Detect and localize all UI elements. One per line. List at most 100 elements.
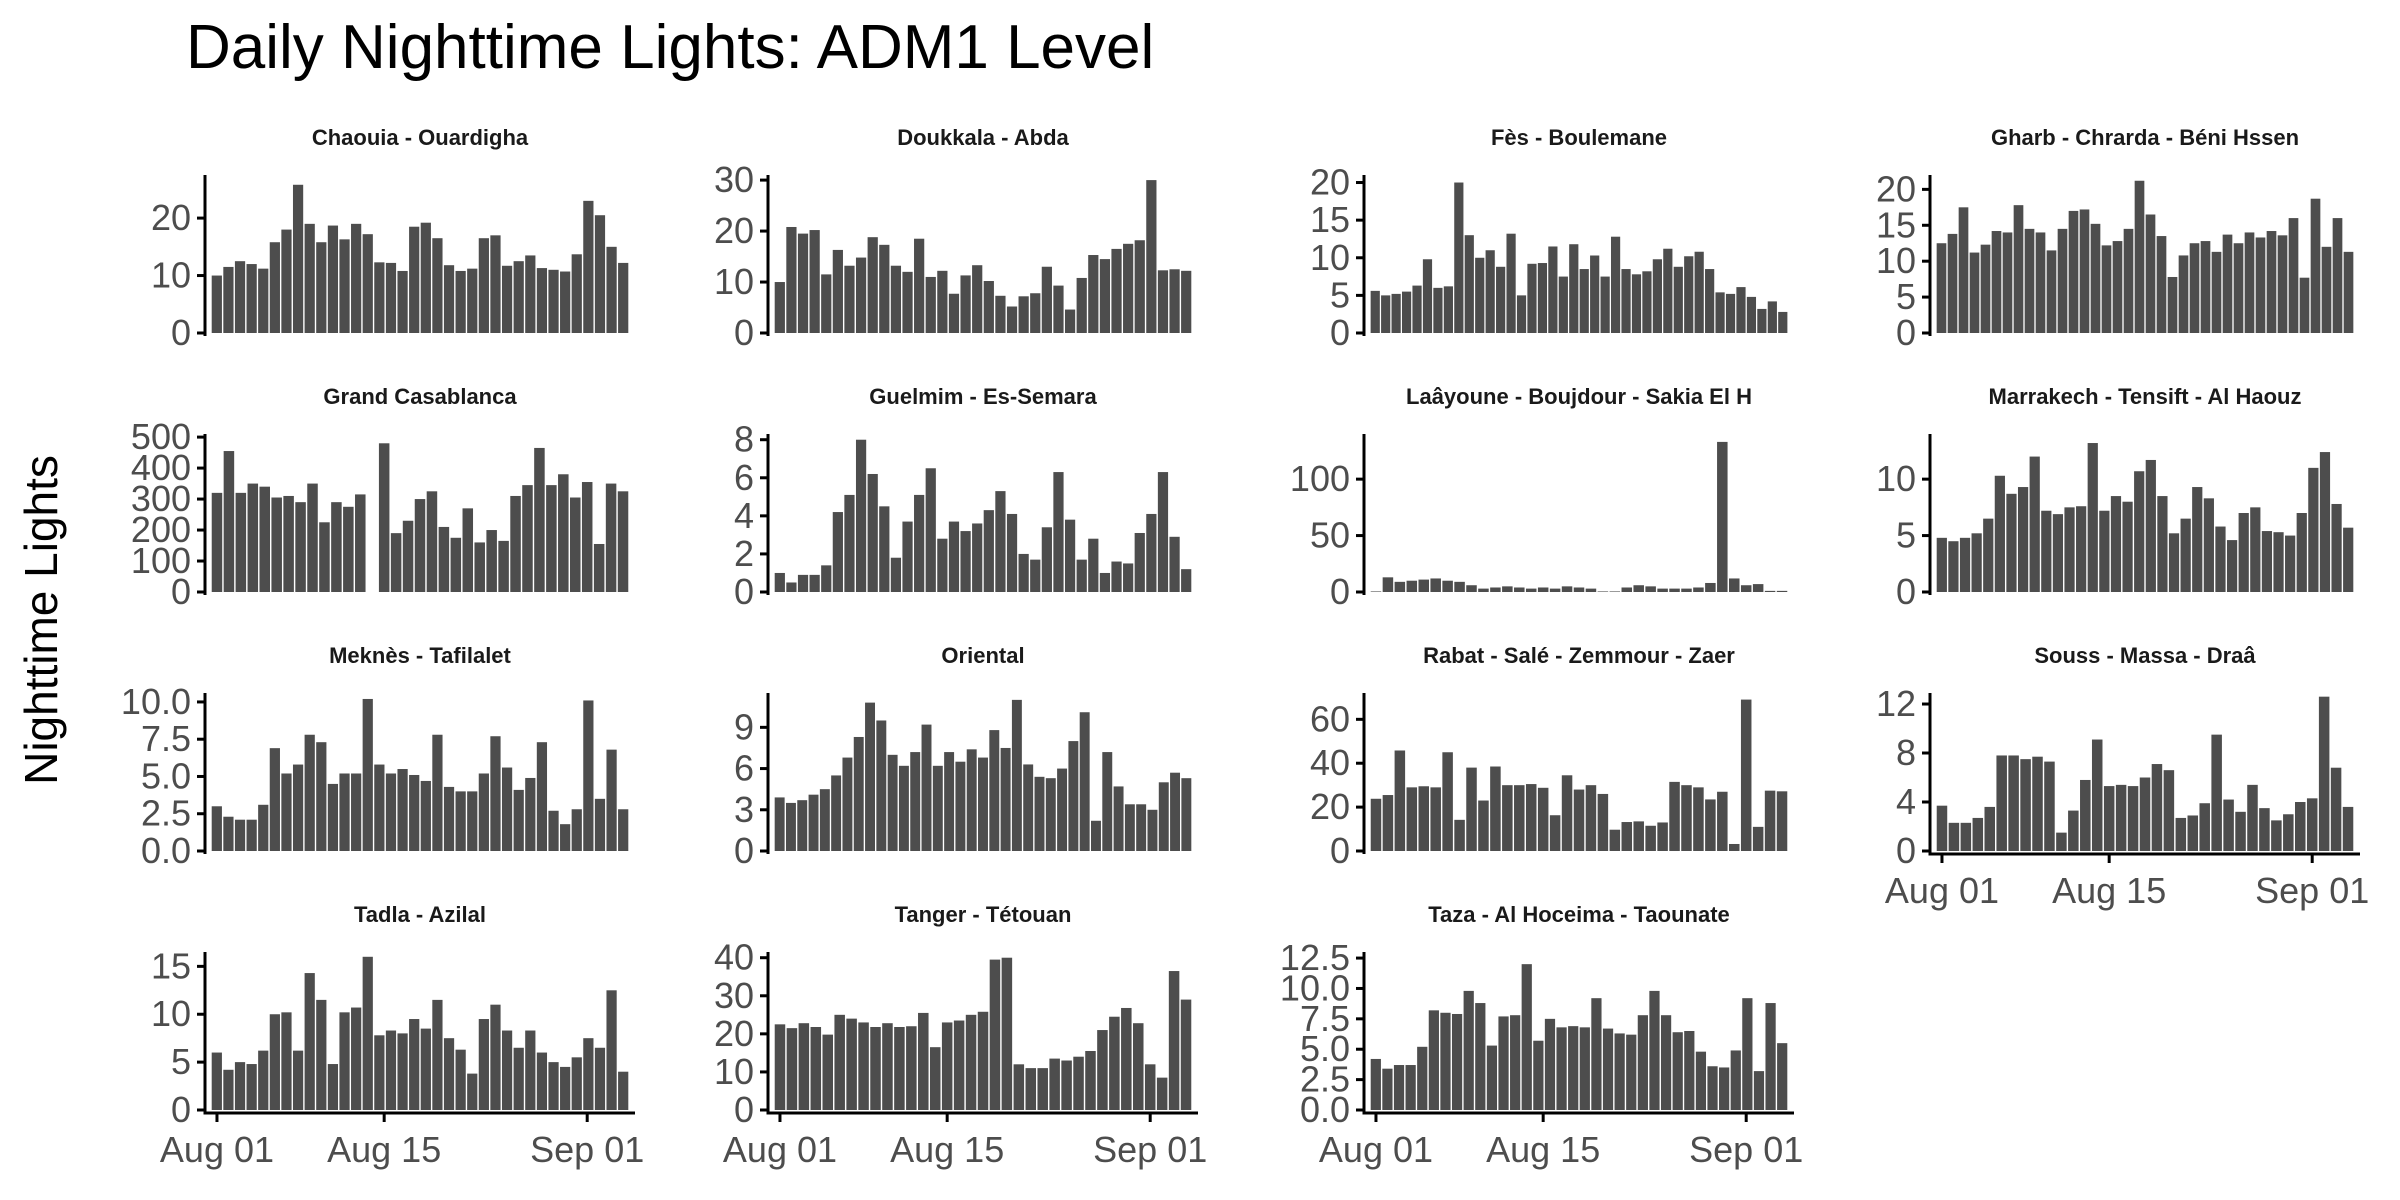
bar <box>2112 241 2123 333</box>
bar <box>1156 1077 1168 1110</box>
bar <box>1006 306 1018 333</box>
bar <box>1133 1023 1144 1110</box>
bar <box>774 797 785 851</box>
bar <box>223 451 235 592</box>
y-tick-label: 0 <box>171 312 191 353</box>
bar <box>1736 287 1746 333</box>
bar <box>882 1023 893 1110</box>
bar <box>2288 218 2299 333</box>
facet-panel: Meknès - Tafilalet 0.02.55.07.510.0 <box>121 643 629 871</box>
bar <box>402 520 414 592</box>
bar <box>2308 467 2319 592</box>
bar <box>1037 1068 1048 1110</box>
y-tick-label: 5 <box>171 1041 191 1082</box>
x-tick-label: Aug 15 <box>2052 870 2166 911</box>
y-tick-label: 60 <box>1310 698 1350 739</box>
y-tick-label: 15 <box>151 945 191 986</box>
bar <box>2017 487 2029 592</box>
bar <box>1740 585 1752 592</box>
bar <box>1018 296 1029 333</box>
bar <box>525 1030 536 1110</box>
bar <box>965 1014 977 1110</box>
bar <box>558 474 569 592</box>
bar <box>808 794 819 851</box>
bar <box>1006 513 1018 592</box>
bar <box>1948 822 1960 851</box>
facet-strip-label: Tadla - Azilal <box>354 902 486 927</box>
y-tick-label: 7.5 <box>1300 998 1350 1039</box>
bar <box>2103 786 2115 851</box>
bar <box>374 1035 385 1110</box>
bar <box>1181 778 1192 851</box>
bar <box>2029 456 2040 592</box>
bar <box>331 502 342 592</box>
bar <box>1585 588 1597 592</box>
bar <box>1076 277 1087 333</box>
bar <box>1506 233 1516 333</box>
bar <box>1525 588 1537 592</box>
bar <box>385 773 397 851</box>
bar <box>1061 1060 1072 1110</box>
bar <box>921 724 932 851</box>
bar <box>1752 584 1764 592</box>
bar <box>1746 296 1757 333</box>
bar <box>1057 768 1068 851</box>
y-tick-label: 40 <box>1310 742 1350 783</box>
y-tick-label: 15 <box>1310 199 1350 240</box>
bar <box>1533 1040 1544 1110</box>
x-tick-label: Aug 15 <box>327 1129 441 1170</box>
bar <box>844 265 855 333</box>
bar <box>821 565 832 592</box>
y-tick-label: 6 <box>734 457 754 498</box>
bar <box>385 262 397 333</box>
bar <box>1764 590 1776 592</box>
bar <box>1068 741 1079 851</box>
bar <box>1694 251 1704 333</box>
bar <box>2134 471 2145 592</box>
y-tick-label: 0.0 <box>141 830 191 871</box>
bar <box>307 483 318 592</box>
bar <box>2330 767 2342 851</box>
y-tick-label: 20 <box>714 210 754 251</box>
bar <box>1695 1051 1707 1110</box>
bar <box>798 1023 810 1110</box>
bar <box>1527 263 1537 333</box>
bar <box>1430 787 1441 851</box>
bar <box>498 540 509 592</box>
bar <box>1146 180 1157 333</box>
bar <box>2331 503 2342 592</box>
bar <box>876 720 887 851</box>
bar <box>910 752 921 851</box>
bar <box>536 1052 548 1110</box>
bar <box>1406 580 1418 592</box>
bar <box>339 239 350 333</box>
bar <box>2002 232 2013 333</box>
bar <box>1053 285 1064 333</box>
bar <box>525 777 536 851</box>
bar <box>1041 527 1052 592</box>
bar <box>2321 246 2332 333</box>
y-tick-label: 300 <box>131 478 191 519</box>
bar <box>785 802 796 851</box>
bar <box>478 773 489 851</box>
bar <box>822 1034 833 1110</box>
bar <box>890 265 902 333</box>
facet-strip-label: Gharb - Chrarda - Béni Hssen <box>1991 125 2299 150</box>
bar <box>2295 802 2306 851</box>
y-tick-label: 10 <box>151 255 191 296</box>
bar <box>810 1027 822 1110</box>
bar <box>2259 808 2270 851</box>
bar <box>1652 259 1662 333</box>
bar <box>894 1027 905 1110</box>
bar <box>1418 579 1429 592</box>
bar <box>2151 764 2163 851</box>
bar <box>327 1064 339 1110</box>
bar <box>510 495 521 592</box>
bar <box>972 265 983 333</box>
bar <box>865 702 875 851</box>
bar <box>571 1057 582 1110</box>
bar <box>2271 820 2282 851</box>
bar <box>1023 764 1034 851</box>
bar <box>397 270 408 333</box>
bar <box>1729 843 1740 851</box>
